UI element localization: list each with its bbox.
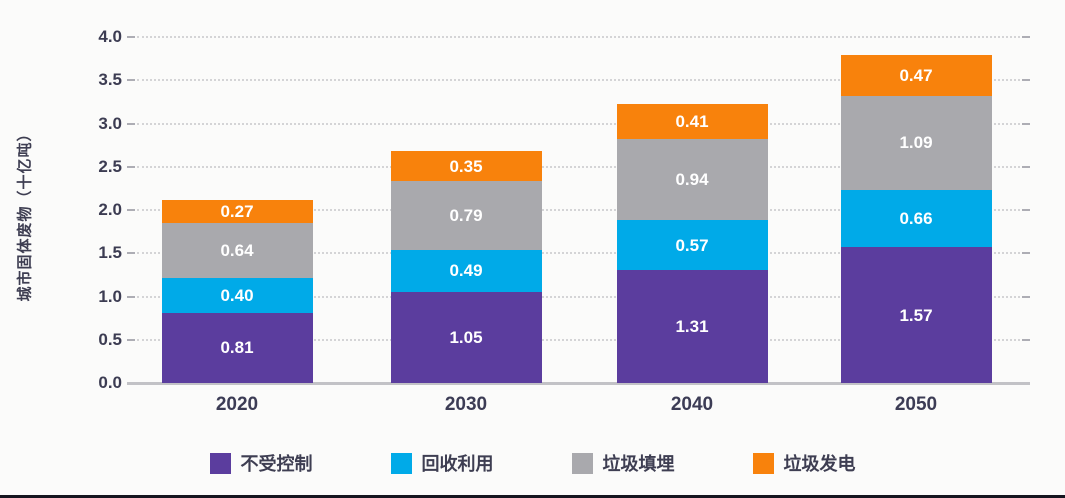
bar-value-label: 0.81 xyxy=(220,338,254,358)
legend-label: 垃圾填埋 xyxy=(602,454,675,474)
gridline xyxy=(137,209,1020,211)
bar-value-label: 0.40 xyxy=(220,286,254,306)
bar-segment-2020-0: 0.81 xyxy=(161,312,313,383)
bar-value-label: 0.35 xyxy=(449,156,483,176)
y-tick-label: 3.5 xyxy=(98,70,122,90)
legend-item-2: 垃圾填埋 xyxy=(571,450,675,476)
bar-segment-2040-2: 0.94 xyxy=(616,139,768,221)
gridline xyxy=(137,295,1020,298)
bar-value-label: 0.41 xyxy=(675,111,709,131)
bar-segment-2050-2: 1.09 xyxy=(840,95,992,191)
bar-segment-2020-3: 0.27 xyxy=(161,199,313,223)
bar-segment-2030-1: 0.49 xyxy=(390,249,542,293)
legend-swatch-icon xyxy=(209,452,231,474)
bar-segment-2050-0: 1.57 xyxy=(840,247,992,383)
x-axis-label-2020: 2020 xyxy=(215,394,259,415)
y-tick-mark xyxy=(127,252,135,255)
legend-label: 不受控制 xyxy=(240,454,313,474)
y-tick-label: 4.0 xyxy=(98,27,122,46)
bar-segment-2020-2: 0.64 xyxy=(161,222,313,279)
bar-segment-2030-0: 1.05 xyxy=(390,292,542,383)
gridline xyxy=(137,252,1020,255)
x-axis-baseline xyxy=(127,382,1030,385)
y-tick-label: 1.0 xyxy=(98,286,122,306)
legend-item-1: 回收利用 xyxy=(390,450,494,476)
y-tick-label: 0.5 xyxy=(98,329,122,349)
y-tick-label: 0.0 xyxy=(98,373,122,392)
bar-value-label: 1.05 xyxy=(449,328,483,348)
y-tick-label: 2.0 xyxy=(98,200,122,219)
chart-legend: 不受控制 回收利用 垃圾填埋 垃圾发电 xyxy=(0,450,1065,476)
bar-value-label: 0.64 xyxy=(220,241,254,261)
y-tick-mark xyxy=(127,209,135,211)
y-tick-mark xyxy=(127,165,135,168)
gridline xyxy=(137,36,1020,38)
legend-item-3: 垃圾发电 xyxy=(752,450,856,476)
bar-value-label: 0.47 xyxy=(899,65,933,85)
bar-value-label: 0.49 xyxy=(449,261,483,281)
legend-label: 回收利用 xyxy=(421,454,494,474)
bar-segment-2040-1: 0.57 xyxy=(616,220,768,270)
bar-value-label: 0.66 xyxy=(899,209,933,229)
bar-segment-2030-2: 0.79 xyxy=(390,181,542,250)
legend-swatch-icon xyxy=(390,452,412,474)
legend-item-0: 不受控制 xyxy=(209,450,313,476)
legend-swatch-icon xyxy=(571,452,593,474)
y-tick-mark-right xyxy=(1022,165,1030,168)
y-tick-mark-right xyxy=(1022,122,1030,125)
bar-segment-2050-3: 0.47 xyxy=(840,55,992,96)
bar-value-label: 0.94 xyxy=(675,170,709,190)
y-tick-mark xyxy=(127,79,135,82)
y-tick-mark-right xyxy=(1022,36,1030,38)
bar-value-label: 1.57 xyxy=(899,305,933,325)
y-tick-mark xyxy=(127,36,135,38)
bar-segment-2020-1: 0.40 xyxy=(161,278,313,313)
bar-value-label: 0.27 xyxy=(220,201,254,221)
legend-label: 垃圾发电 xyxy=(783,454,856,474)
bar-value-label: 1.09 xyxy=(899,133,933,153)
legend-swatch-icon xyxy=(752,452,774,474)
y-tick-mark-right xyxy=(1022,209,1030,211)
y-tick-mark-right xyxy=(1022,338,1030,341)
gridline xyxy=(137,79,1020,82)
y-tick-mark xyxy=(127,122,135,125)
y-tick-mark-right xyxy=(1022,79,1030,82)
x-axis-label-2040: 2040 xyxy=(670,394,714,415)
y-tick-mark xyxy=(127,338,135,341)
bar-segment-2040-3: 0.41 xyxy=(616,103,768,140)
bar-segment-2050-1: 0.66 xyxy=(840,190,992,248)
gridline xyxy=(137,338,1020,341)
y-tick-label: 3.0 xyxy=(98,113,122,133)
x-axis-label-2050: 2050 xyxy=(894,394,938,415)
bar-segment-2040-0: 1.31 xyxy=(616,269,768,383)
y-tick-mark-right xyxy=(1022,295,1030,298)
y-tick-mark xyxy=(127,295,135,298)
y-axis-title: 城市固体废物（十亿吨） xyxy=(16,125,34,302)
bar-value-label: 0.79 xyxy=(449,206,483,226)
x-axis-label-2030: 2030 xyxy=(444,394,488,415)
bar-value-label: 1.31 xyxy=(675,316,709,336)
y-tick-label: 2.5 xyxy=(98,156,122,176)
y-tick-label: 1.5 xyxy=(98,243,122,263)
gridline xyxy=(137,165,1020,168)
bar-value-label: 0.57 xyxy=(675,235,709,255)
bar-segment-2030-3: 0.35 xyxy=(390,151,542,182)
gridline xyxy=(137,122,1020,125)
y-tick-mark-right xyxy=(1022,252,1030,255)
